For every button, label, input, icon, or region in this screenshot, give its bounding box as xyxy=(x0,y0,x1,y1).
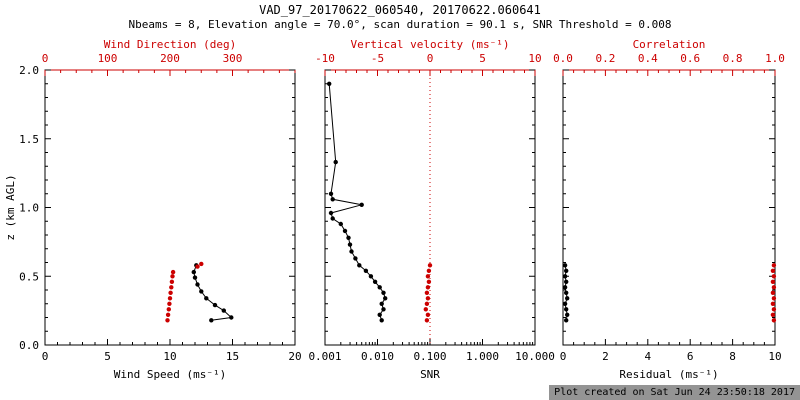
top-axis-label: Vertical velocity (ms⁻¹) xyxy=(351,38,510,51)
x-axis-label: Wind Speed (ms⁻¹) xyxy=(114,368,227,381)
y-tick-label: 0.5 xyxy=(19,270,39,283)
tick-label: 0 xyxy=(560,350,567,363)
y-tick-label: 1.0 xyxy=(19,202,39,215)
panel-snr: 0.001 0.010 0.100 1.000 10.000 SNR -10 -5 0 5 10 Ve… xyxy=(308,38,554,381)
series-correlation-profile xyxy=(770,263,777,323)
tick-label: 1.0 xyxy=(765,52,785,65)
y-axis-label: z (km AGL) xyxy=(4,174,17,240)
plot-subtitle: Nbeams = 8, Elevation angle = 70.0°, sca… xyxy=(128,18,672,31)
tick-label: 0.4 xyxy=(638,52,658,65)
tick-label: 10.000 xyxy=(515,350,555,363)
x-axis-label: SNR xyxy=(420,368,440,381)
tick-label: 0 xyxy=(42,350,49,363)
series-wind-direction xyxy=(165,261,204,323)
series-wind-speed xyxy=(191,263,234,323)
tick-label: 0.010 xyxy=(361,350,394,363)
plot-title: VAD_97_20170622_060540, 20170622.060641 xyxy=(259,3,541,17)
series-residual-profile xyxy=(562,263,570,323)
tick-label: 2 xyxy=(602,350,609,363)
tick-label: 0 xyxy=(427,52,434,65)
tick-label: 10 xyxy=(768,350,781,363)
tick-label: 0.8 xyxy=(723,52,743,65)
panel-residual: 0 2 4 6 8 10 Residual (ms⁻¹) 0.0 0.2 0.4 0.6 0.8 1.0… xyxy=(553,38,785,381)
tick-label: 0.6 xyxy=(680,52,700,65)
top-axis-label: Wind Direction (deg) xyxy=(104,38,236,51)
tick-label: 20 xyxy=(288,350,301,363)
tick-label: 0.001 xyxy=(308,350,341,363)
tick-label: 0.2 xyxy=(595,52,615,65)
plot-timestamp: Plot created on Sat Jun 24 23:50:18 2017 xyxy=(549,385,800,400)
tick-label: 0 xyxy=(42,52,49,65)
tick-label: 15 xyxy=(226,350,239,363)
series-snr-profile xyxy=(327,81,388,323)
tick-label: 10 xyxy=(528,52,541,65)
y-tick-label: 0.0 xyxy=(19,339,39,352)
top-axis-label: Correlation xyxy=(633,38,706,51)
tick-label: 300 xyxy=(223,52,243,65)
tick-label: 0.0 xyxy=(553,52,573,65)
tick-label: 1.000 xyxy=(466,350,499,363)
series-vertical-velocity xyxy=(423,263,433,323)
tick-label: 4 xyxy=(644,350,651,363)
tick-label: 10 xyxy=(163,350,176,363)
tick-label: -5 xyxy=(371,52,384,65)
tick-label: 0.100 xyxy=(413,350,446,363)
tick-label: 5 xyxy=(479,52,486,65)
tick-label: -10 xyxy=(315,52,335,65)
tick-label: 6 xyxy=(687,350,694,363)
tick-label: 8 xyxy=(729,350,736,363)
y-tick-label: 1.5 xyxy=(19,133,39,146)
x-axis-label: Residual (ms⁻¹) xyxy=(619,368,718,381)
tick-label: 200 xyxy=(160,52,180,65)
tick-label: 100 xyxy=(98,52,118,65)
tick-label: 5 xyxy=(104,350,111,363)
y-tick-label: 2.0 xyxy=(19,64,39,77)
